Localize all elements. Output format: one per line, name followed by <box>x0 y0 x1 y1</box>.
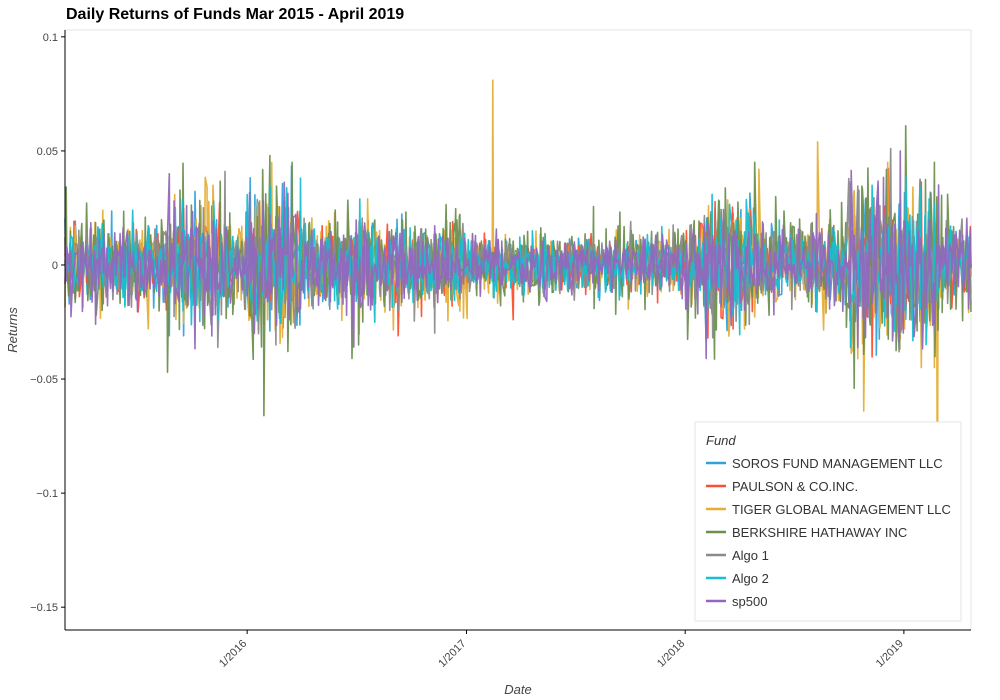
legend-entry-label: TIGER GLOBAL MANAGEMENT LLC <box>732 502 951 517</box>
x-axis-label: Date <box>504 682 531 697</box>
legend-entry-label: BERKSHIRE HATHAWAY INC <box>732 525 907 540</box>
legend-entry-label: PAULSON & CO.INC. <box>732 479 858 494</box>
chart-title: Daily Returns of Funds Mar 2015 - April … <box>66 6 405 23</box>
x-tick-label: 1/2016 <box>217 638 249 670</box>
y-tick-label: 0 <box>52 260 58 272</box>
series-line-6 <box>64 150 972 360</box>
series-layer <box>64 79 972 583</box>
y-tick-label: −0.05 <box>30 374 58 386</box>
legend-title: Fund <box>706 433 736 448</box>
x-tick-label: 1/2017 <box>436 638 468 670</box>
x-tick-label: 1/2019 <box>874 638 906 670</box>
y-axis-ticks: 0.1 0.05 0 −0.05 −0.1 −0.15 <box>30 32 65 614</box>
legend-entry-label: sp500 <box>732 594 767 609</box>
legend-entry-label: SOROS FUND MANAGEMENT LLC <box>732 456 943 471</box>
legend-entry-label: Algo 1 <box>732 548 769 563</box>
legend-entry-label: Algo 2 <box>732 571 769 586</box>
x-axis-ticks: 1/2016 1/2017 1/2018 1/2019 <box>217 630 906 670</box>
y-tick-label: −0.1 <box>36 488 58 500</box>
legend-box <box>694 421 962 622</box>
x-tick-label: 1/2018 <box>655 638 687 670</box>
y-tick-label: −0.15 <box>30 602 58 614</box>
y-tick-label: 0.1 <box>43 32 58 44</box>
y-axis-label: Returns <box>5 307 20 353</box>
y-tick-label: 0.05 <box>37 146 58 158</box>
legend: Fund SOROS FUND MANAGEMENT LLC PAULSON & … <box>694 421 962 622</box>
